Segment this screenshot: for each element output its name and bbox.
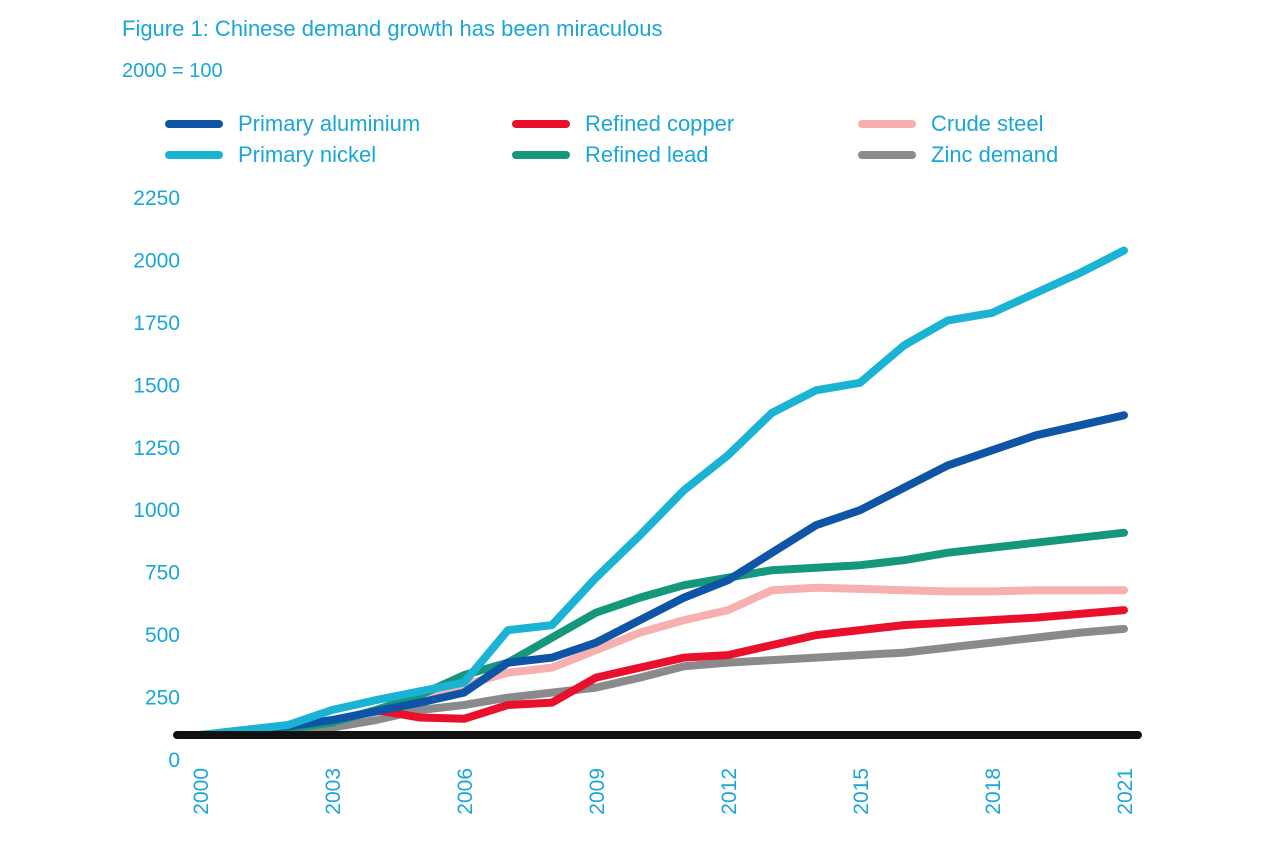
y-tick-label: 1500 xyxy=(133,374,180,397)
series-line-primary-nickel xyxy=(196,246,1128,739)
legend-label-refined-copper: Refined copper xyxy=(585,111,735,136)
legend-swatch-primary-aluminium xyxy=(165,120,223,128)
x-tick-label: 2009 xyxy=(586,768,609,815)
x-tick-label: 2006 xyxy=(454,768,477,815)
legend-label-primary-nickel: Primary nickel xyxy=(238,142,377,167)
series-line-primary-aluminium xyxy=(196,411,1128,739)
legend-swatch-primary-nickel xyxy=(165,151,223,159)
chart-subtitle: 2000 = 100 xyxy=(122,60,223,82)
x-tick-label: 2000 xyxy=(190,768,213,815)
legend-item-crude-steel: Crude steel xyxy=(858,109,1044,139)
legend-label-primary-aluminium: Primary aluminium xyxy=(238,111,421,136)
legend-label-refined-lead: Refined lead xyxy=(585,142,709,167)
x-tick-label: 2018 xyxy=(982,768,1005,815)
legend-label-zinc-demand: Zinc demand xyxy=(931,142,1059,167)
y-tick-label: 1000 xyxy=(133,499,180,522)
legend-item-primary-aluminium: Primary aluminium xyxy=(165,109,420,139)
x-tick-label: 2003 xyxy=(322,768,345,815)
y-tick-label: 0 xyxy=(168,749,180,772)
y-tick-label: 250 xyxy=(145,687,180,710)
chart-title: Figure 1: Chinese demand growth has been… xyxy=(122,16,663,41)
y-tick-label: 1250 xyxy=(133,437,180,460)
x-tick-label: 2015 xyxy=(850,768,873,815)
legend-item-refined-lead: Refined lead xyxy=(512,140,709,170)
legend-item-refined-copper: Refined copper xyxy=(512,109,734,139)
legend-swatch-refined-copper xyxy=(512,120,570,128)
y-tick-label: 750 xyxy=(145,562,180,585)
legend-item-zinc-demand: Zinc demand xyxy=(858,140,1058,170)
legend-item-primary-nickel: Primary nickel xyxy=(165,140,376,170)
y-tick-label: 2250 xyxy=(133,187,180,210)
legend-swatch-crude-steel xyxy=(858,120,916,128)
series-line-refined-copper xyxy=(372,606,1128,723)
series-line-zinc-demand xyxy=(284,624,1128,739)
legend-swatch-zinc-demand xyxy=(858,151,916,159)
y-tick-label: 1750 xyxy=(133,312,180,335)
legend-label-crude-steel: Crude steel xyxy=(931,111,1044,136)
y-tick-label: 2000 xyxy=(133,249,180,272)
series-line-crude-steel xyxy=(372,583,1128,717)
legend-swatch-refined-lead xyxy=(512,151,570,159)
y-tick-label: 500 xyxy=(145,624,180,647)
x-tick-label: 2021 xyxy=(1114,768,1137,815)
x-tick-label: 2012 xyxy=(718,768,741,815)
